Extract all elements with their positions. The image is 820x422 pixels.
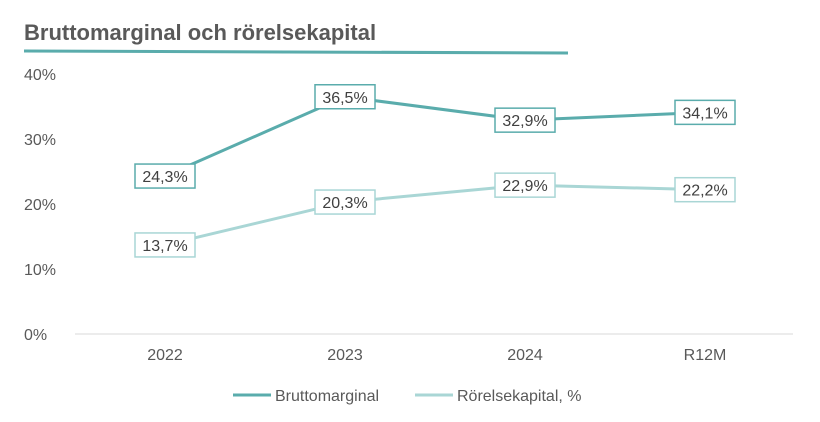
data-label-text: 24,3%	[142, 169, 187, 186]
y-tick-label: 0%	[24, 327, 47, 344]
data-label: 36,5%	[314, 84, 376, 110]
series-line-0	[164, 95, 706, 178]
data-label-box	[314, 84, 376, 110]
x-tick-label: 2023	[327, 347, 363, 364]
data-label-box	[134, 232, 196, 258]
data-label-box	[674, 99, 736, 126]
data-label-text: 22,9%	[502, 178, 547, 195]
data-label-box	[134, 163, 196, 189]
data-label-box	[674, 176, 736, 203]
y-tick-label: 10%	[24, 262, 56, 279]
data-label-text: 32,9%	[502, 113, 547, 130]
y-tick-label: 40%	[24, 67, 56, 84]
data-label-text: 20,3%	[322, 195, 367, 212]
data-label: 20,3%	[314, 189, 376, 215]
legend-label: Rörelsekapital, %	[457, 388, 582, 405]
chart-title: Bruttomarginal och rörelsekapital	[24, 20, 376, 45]
data-label-text: 22,2%	[682, 183, 727, 200]
x-tick-label: 2022	[147, 347, 183, 364]
x-tick-label: R12M	[684, 347, 727, 364]
data-label: 22,9%	[494, 172, 556, 198]
legend-label: Bruttomarginal	[275, 388, 379, 405]
data-label-text: 34,1%	[682, 105, 727, 122]
y-tick-label: 20%	[24, 197, 56, 214]
x-tick-label: 2024	[507, 347, 543, 364]
data-label-text: 13,7%	[142, 238, 187, 255]
data-label: 34,1%	[674, 99, 736, 126]
data-label-box	[494, 172, 556, 198]
data-label-box	[494, 107, 556, 133]
data-label: 24,3%	[134, 163, 196, 189]
series-line-1	[164, 183, 706, 247]
y-tick-label: 30%	[24, 132, 56, 149]
title-underline	[23, 49, 569, 55]
data-label: 32,9%	[494, 107, 556, 133]
data-label-box	[314, 189, 376, 215]
data-label-text: 36,5%	[322, 90, 367, 107]
data-label: 22,2%	[674, 176, 736, 203]
data-label: 13,7%	[134, 232, 196, 258]
